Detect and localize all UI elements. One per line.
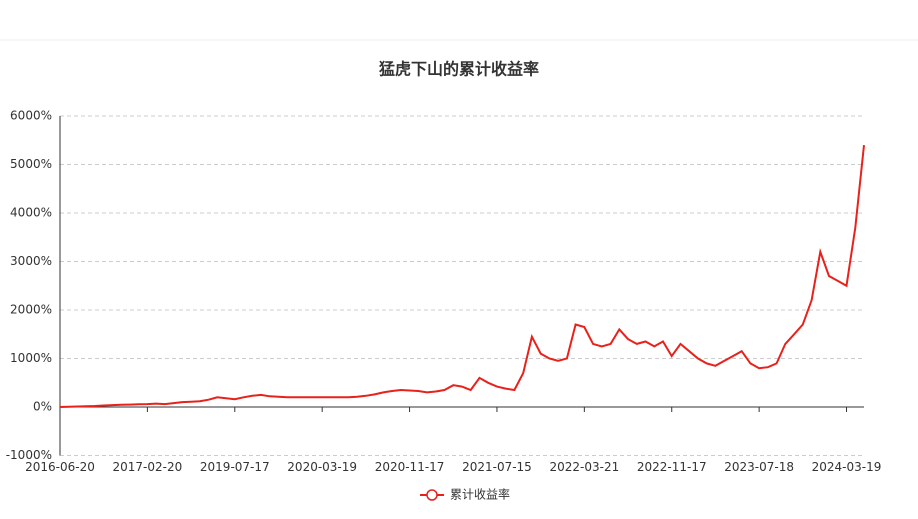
y-tick-label: 2000% xyxy=(10,303,52,317)
chart-title: 猛虎下山的累计收益率 xyxy=(378,60,539,79)
x-tick-label: 2016-06-20 xyxy=(25,460,95,474)
x-tick-label: 2020-11-17 xyxy=(375,460,445,474)
x-tick-label: 2019-07-17 xyxy=(200,460,270,474)
y-tick-label: 4000% xyxy=(10,206,52,220)
x-tick-label: 2022-03-21 xyxy=(549,460,619,474)
y-tick-label: 5000% xyxy=(10,157,52,171)
y-tick-label: 1000% xyxy=(10,351,52,365)
x-tick-label: 2022-11-17 xyxy=(637,460,707,474)
x-tick-label: 2023-07-18 xyxy=(724,460,794,474)
y-tick-label: 0% xyxy=(33,400,52,414)
x-tick-label: 2021-07-15 xyxy=(462,460,532,474)
y-tick-label: 3000% xyxy=(10,254,52,268)
x-tick-label: 2017-02-20 xyxy=(113,460,183,474)
legend-label: 累计收益率 xyxy=(450,487,510,502)
y-tick-label: 6000% xyxy=(10,109,52,123)
x-tick-label: 2024-03-19 xyxy=(812,460,882,474)
y-tick-label: -1000% xyxy=(6,448,52,462)
legend-symbol xyxy=(426,489,438,501)
x-tick-label: 2020-03-19 xyxy=(287,460,357,474)
line xyxy=(59,144,865,408)
